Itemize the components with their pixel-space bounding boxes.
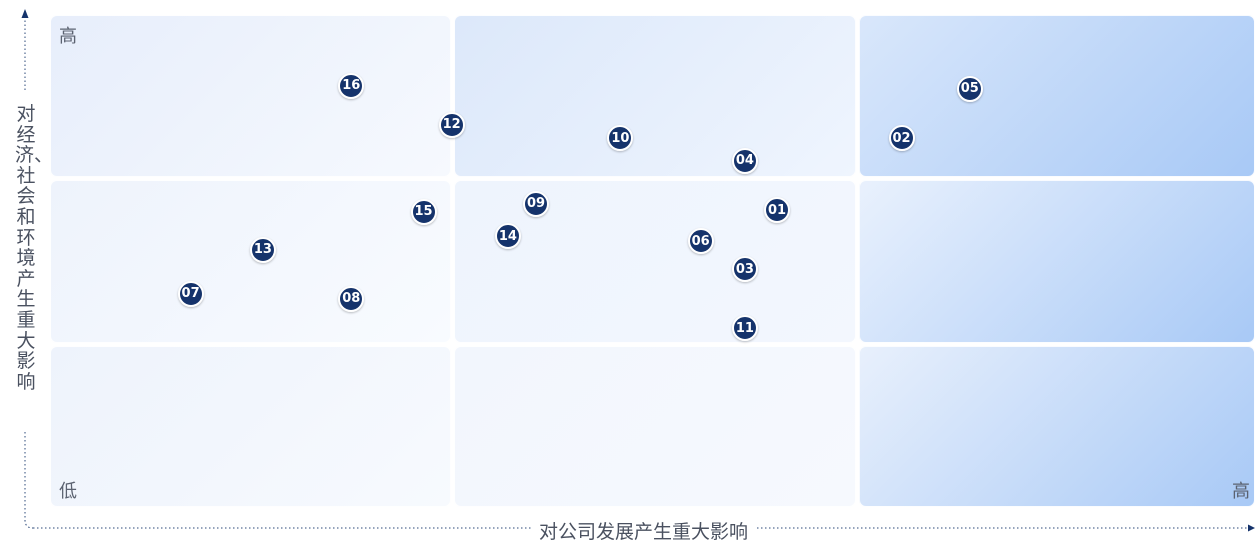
cell-high-high <box>859 15 1255 177</box>
y-axis-arrow <box>21 9 29 18</box>
x-axis-arrow <box>1248 524 1255 532</box>
point-11: 11 <box>731 315 758 342</box>
point-03: 03 <box>731 256 758 283</box>
point-15: 15 <box>410 198 437 225</box>
point-14: 14 <box>494 223 521 250</box>
top-left-high-label: 高 <box>59 26 77 47</box>
x-axis-label: 对公司发展产生重大影响 <box>531 517 757 543</box>
cell-low-mid <box>50 180 451 343</box>
y-axis-label: 对经济、社会和环境产生重大影响 <box>15 103 54 393</box>
point-13: 13 <box>249 236 276 263</box>
point-07: 07 <box>177 280 204 307</box>
cell-low-high <box>50 15 451 177</box>
cell-high-mid <box>859 180 1255 343</box>
bottom-right-high-label: 高 <box>1232 481 1250 502</box>
point-02: 02 <box>888 125 915 151</box>
cell-mid-high <box>454 15 856 177</box>
bottom-left-low-label: 低 <box>59 481 77 502</box>
y-axis-line-bottom <box>24 432 34 529</box>
point-12: 12 <box>438 111 465 138</box>
point-08: 08 <box>338 285 365 312</box>
point-05: 05 <box>956 75 983 102</box>
cell-mid-mid <box>454 180 856 343</box>
point-04: 04 <box>731 147 758 174</box>
cell-high-low <box>859 346 1255 507</box>
point-09: 09 <box>523 190 550 217</box>
point-06: 06 <box>687 228 714 255</box>
point-01: 01 <box>764 197 791 224</box>
matrix-grid: 高 低 高 01 02 03 04 05 06 07 08 09 10 11 12 13 14 15 16 <box>50 15 1255 507</box>
point-16: 16 <box>338 72 365 99</box>
cell-mid-low <box>454 346 856 507</box>
point-10: 10 <box>607 125 634 151</box>
cell-low-low <box>50 346 451 507</box>
